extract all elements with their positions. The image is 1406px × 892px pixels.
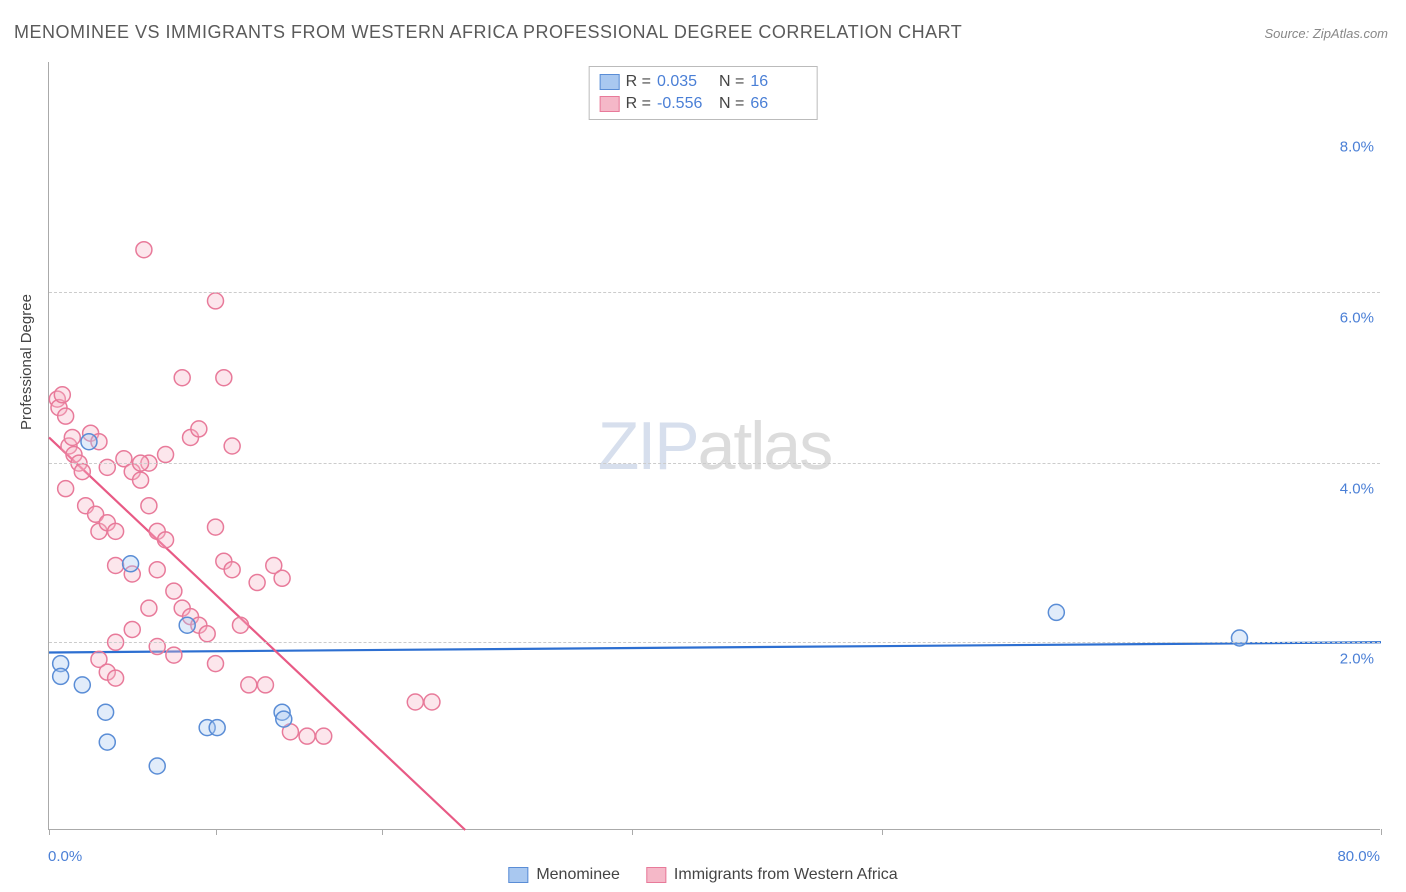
n-label: N =: [719, 95, 744, 113]
x-tick-mark: [1381, 829, 1382, 835]
point-waf: [232, 617, 248, 633]
point-menominee: [74, 677, 90, 693]
x-tick-mark: [632, 829, 633, 835]
point-menominee: [1231, 630, 1247, 646]
point-waf: [241, 677, 257, 693]
point-waf: [274, 570, 290, 586]
point-waf: [174, 370, 190, 386]
gridline: [49, 463, 1380, 464]
n-value-menominee: 16: [750, 73, 806, 91]
x-tick-mark: [49, 829, 50, 835]
r-value-menominee: 0.035: [657, 73, 713, 91]
point-waf: [208, 656, 224, 672]
r-label: R =: [626, 73, 651, 91]
point-waf: [108, 670, 124, 686]
point-waf: [108, 523, 124, 539]
point-waf: [208, 519, 224, 535]
y-tick-label: 6.0%: [1340, 310, 1374, 327]
stats-row-waf: R = -0.556 N = 66: [600, 93, 807, 115]
y-tick-label: 2.0%: [1340, 651, 1374, 668]
point-waf: [141, 600, 157, 616]
point-menominee: [1048, 604, 1064, 620]
point-waf: [54, 387, 70, 403]
point-waf: [141, 498, 157, 514]
chart-title: MENOMINEE VS IMMIGRANTS FROM WESTERN AFR…: [14, 22, 962, 43]
gridline: [49, 292, 1380, 293]
y-tick-label: 4.0%: [1340, 480, 1374, 497]
point-waf: [424, 694, 440, 710]
point-waf: [158, 447, 174, 463]
point-waf: [216, 370, 232, 386]
point-menominee: [209, 720, 225, 736]
legend-label-waf: Immigrants from Western Africa: [674, 866, 898, 884]
x-tick-mark: [882, 829, 883, 835]
point-waf: [108, 557, 124, 573]
legend-item-waf: Immigrants from Western Africa: [646, 866, 898, 884]
point-waf: [136, 242, 152, 258]
point-waf: [224, 438, 240, 454]
point-waf: [407, 694, 423, 710]
point-waf: [99, 459, 115, 475]
x-tick-mark: [216, 829, 217, 835]
point-waf: [299, 728, 315, 744]
n-label: N =: [719, 73, 744, 91]
point-menominee: [149, 758, 165, 774]
swatch-waf: [600, 96, 620, 112]
x-tick-mark: [382, 829, 383, 835]
point-menominee: [99, 734, 115, 750]
point-waf: [74, 464, 90, 480]
y-tick-label: 8.0%: [1340, 139, 1374, 156]
point-waf: [124, 621, 140, 637]
trendline-menominee: [49, 642, 1381, 652]
point-waf: [58, 408, 74, 424]
point-menominee: [179, 617, 195, 633]
n-value-waf: 66: [750, 95, 806, 113]
point-waf: [224, 562, 240, 578]
point-waf: [64, 429, 80, 445]
r-value-waf: -0.556: [657, 95, 713, 113]
point-waf: [257, 677, 273, 693]
trendline-waf: [49, 437, 465, 830]
stats-row-menominee: R = 0.035 N = 16: [600, 71, 807, 93]
swatch-waf-icon: [646, 867, 666, 883]
swatch-menominee-icon: [508, 867, 528, 883]
scatter-svg: [49, 62, 1380, 829]
point-waf: [58, 481, 74, 497]
stats-legend: R = 0.035 N = 16 R = -0.556 N = 66: [589, 66, 818, 120]
swatch-menominee: [600, 74, 620, 90]
point-waf: [149, 639, 165, 655]
chart-plot-area: ZIPatlas 2.0%4.0%6.0%8.0%: [48, 62, 1380, 830]
legend-label-menominee: Menominee: [536, 866, 620, 884]
point-waf: [166, 583, 182, 599]
point-waf: [316, 728, 332, 744]
point-waf: [249, 575, 265, 591]
point-menominee: [53, 668, 69, 684]
point-waf: [208, 293, 224, 309]
point-menominee: [81, 434, 97, 450]
legend-item-menominee: Menominee: [508, 866, 620, 884]
x-axis-min-label: 0.0%: [48, 848, 82, 865]
point-menominee: [123, 556, 139, 572]
point-waf: [149, 562, 165, 578]
series-legend: Menominee Immigrants from Western Africa: [508, 866, 897, 884]
point-waf: [191, 421, 207, 437]
gridline: [49, 642, 1380, 643]
point-menominee: [276, 711, 292, 727]
point-menominee: [98, 704, 114, 720]
point-waf: [166, 647, 182, 663]
x-axis-max-label: 80.0%: [1337, 848, 1380, 865]
r-label: R =: [626, 95, 651, 113]
point-waf: [133, 472, 149, 488]
y-axis-label: Professional Degree: [18, 294, 35, 430]
source-label: Source: ZipAtlas.com: [1264, 26, 1388, 41]
point-waf: [158, 532, 174, 548]
point-waf: [199, 626, 215, 642]
